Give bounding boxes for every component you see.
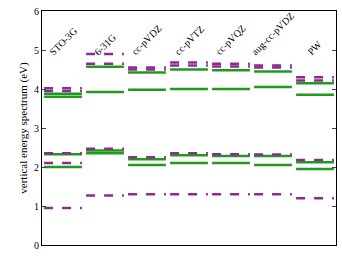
svg-text:aug-cc-pVDZ: aug-cc-pVDZ [249,10,296,57]
svg-text:3: 3 [34,123,39,134]
svg-text:0: 0 [34,240,39,251]
svg-text:6: 6 [34,6,39,17]
svg-text:1: 1 [34,201,39,212]
svg-text:6-31G: 6-31G [92,32,118,58]
svg-text:cc-pVTZ: cc-pVTZ [172,23,206,57]
svg-text:2: 2 [34,162,39,173]
svg-text:cc-pVDZ: cc-pVDZ [129,22,163,56]
svg-text:cc-pVQZ: cc-pVQZ [213,22,247,56]
svg-text:vertical energy spectrum (eV): vertical energy spectrum (eV) [17,62,30,194]
svg-text:5: 5 [34,45,39,56]
svg-text:4: 4 [34,84,39,95]
svg-text:STO-3G: STO-3G [47,25,79,57]
svg-text:PW: PW [305,38,324,57]
